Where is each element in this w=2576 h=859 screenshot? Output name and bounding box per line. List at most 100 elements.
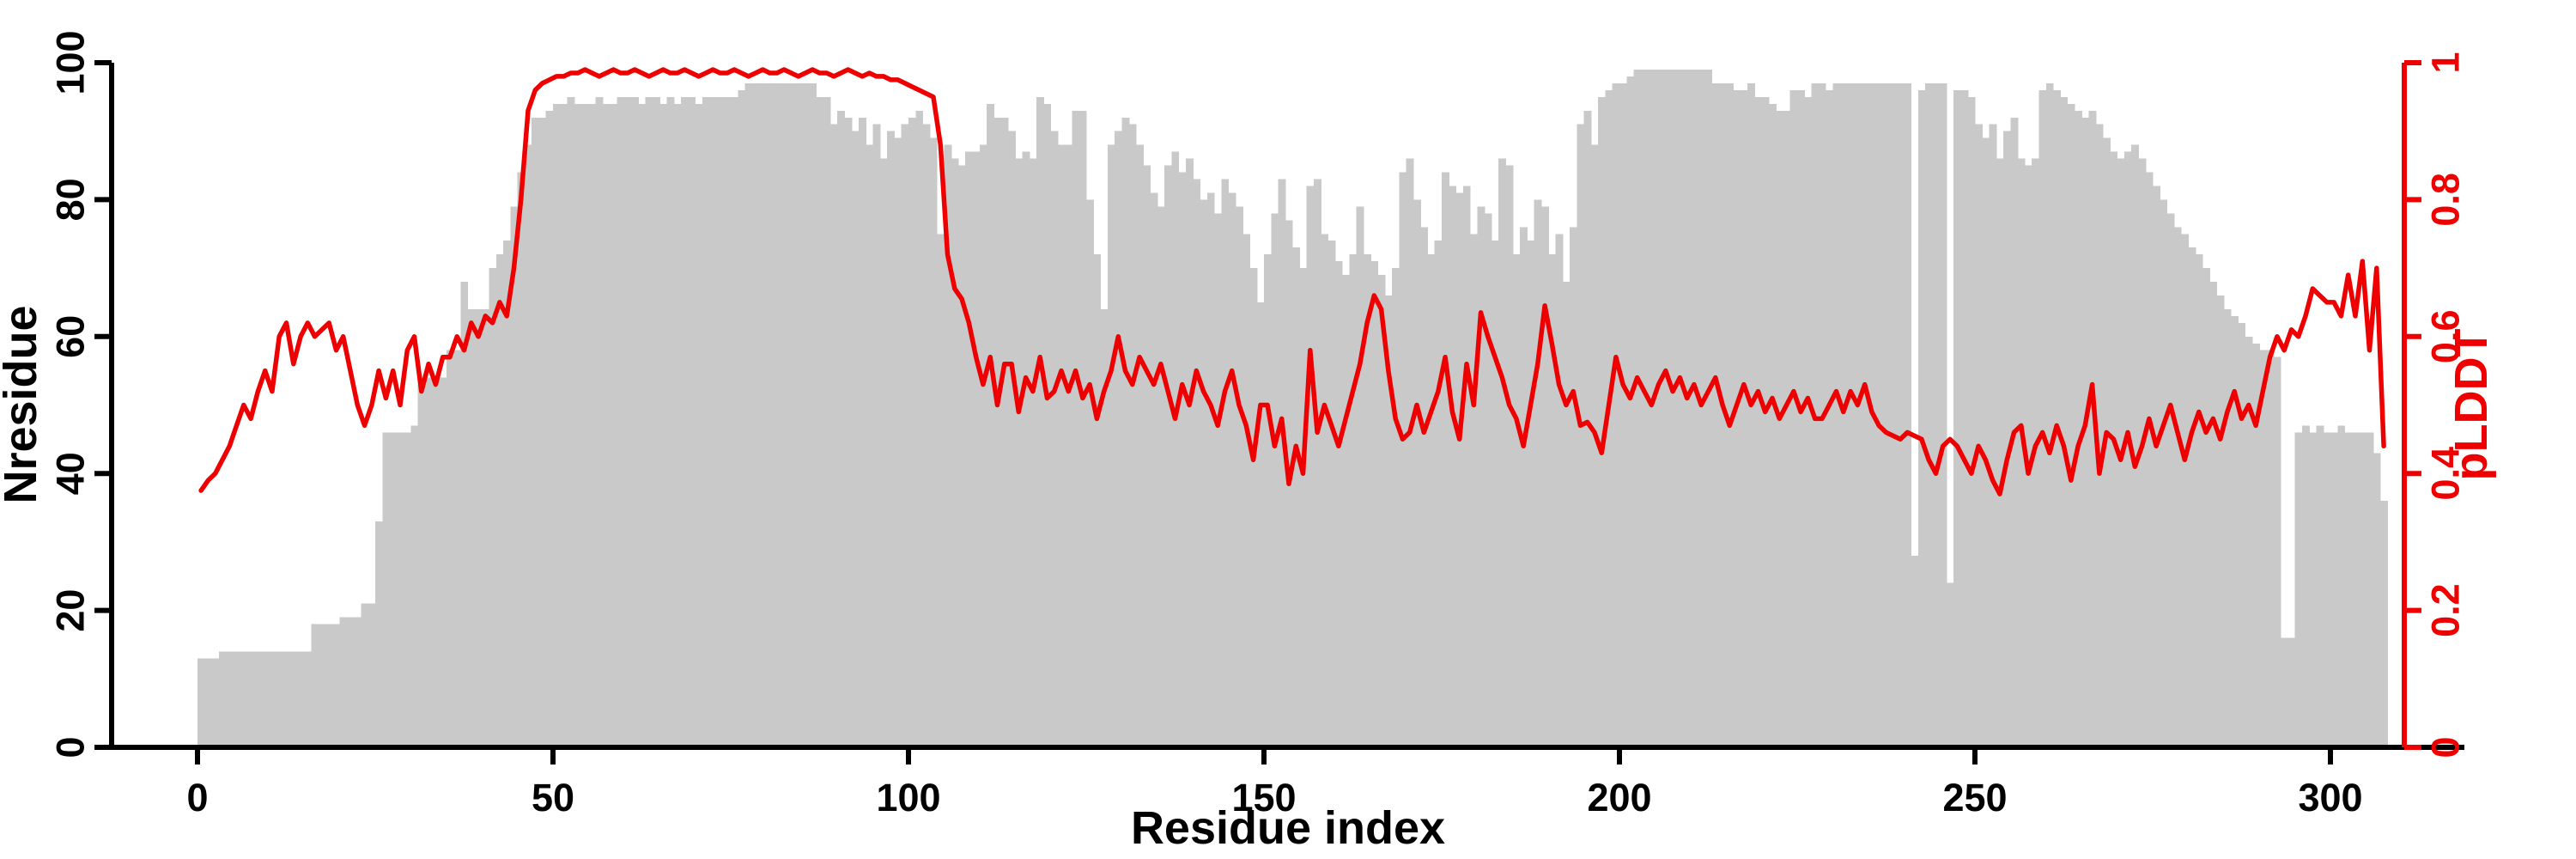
x-tick-label-250: 250	[1942, 776, 2007, 819]
nresidue-bar	[1242, 234, 1251, 747]
nresidue-bar	[1399, 172, 1407, 747]
nresidue-bar	[2188, 247, 2196, 747]
left-tick-label-80: 80	[49, 178, 93, 221]
right-tick-label-0.4: 0.4	[2424, 447, 2468, 501]
nresidue-bar	[1967, 96, 1976, 748]
nresidue-bar	[1726, 82, 1735, 747]
nresidue-bar	[1157, 206, 1165, 747]
right-y-axis-ticks: 0 0.2 0.4 0.6 0.8 1	[2404, 52, 2468, 758]
nresidue-bar	[2259, 350, 2268, 747]
nresidue-bar	[759, 82, 767, 747]
nresidue-bar	[809, 82, 817, 747]
nresidue-bar	[545, 110, 554, 748]
plddt-line	[198, 67, 2386, 497]
nresidue-bar	[944, 144, 952, 747]
nresidue-bar	[602, 103, 611, 747]
nresidue-bar	[474, 308, 483, 747]
nresidue-bar	[1797, 89, 1805, 747]
nresidue-bar	[2160, 199, 2168, 747]
nresidue-bar	[404, 432, 411, 747]
nresidue-bar	[1904, 82, 1912, 747]
nresidue-bar	[751, 82, 760, 747]
nresidue-bar	[254, 651, 263, 747]
x-tick-label-300: 300	[2298, 776, 2362, 819]
nresidue-bar	[567, 96, 575, 748]
nresidue-bar	[1512, 254, 1521, 747]
nresidue-bar	[1754, 96, 1763, 748]
right-tick-label-0: 0	[2424, 736, 2468, 758]
nresidue-bar	[1598, 96, 1607, 748]
nresidue-bar	[766, 82, 775, 747]
nresidue-bar	[794, 82, 803, 747]
nresidue-bar	[332, 624, 341, 747]
nresidue-bar	[1704, 69, 1713, 748]
nresidue-bar	[1498, 158, 1507, 747]
nresidue-bar	[2095, 124, 2104, 748]
x-tick-label-150: 150	[1231, 776, 1296, 819]
nresidue-bar	[2110, 151, 2118, 748]
x-tick-label-0: 0	[186, 776, 208, 819]
nresidue-bar	[1434, 241, 1443, 748]
nresidue-bar	[354, 617, 362, 747]
nresidue-bar	[979, 144, 987, 747]
nresidue-bar	[588, 103, 597, 747]
nresidue-bar	[801, 82, 810, 747]
right-tick-label-0.6: 0.6	[2424, 310, 2468, 364]
nresidue-bar	[289, 651, 298, 747]
nresidue-bar	[2323, 432, 2331, 747]
nresidue-bar	[439, 377, 447, 747]
nresidue-bar	[2273, 356, 2281, 747]
nresidue-bar	[226, 651, 234, 747]
nresidue-bar	[574, 103, 582, 747]
nresidue-bar	[2379, 501, 2388, 747]
nresidue-bar	[623, 96, 632, 748]
nresidue-bar	[681, 96, 689, 748]
nresidue-bar	[2038, 89, 2047, 747]
nresidue-bar	[2209, 282, 2218, 747]
nresidue-bar	[1164, 165, 1172, 748]
nresidue-bar	[666, 96, 675, 748]
nresidue-bar	[432, 377, 440, 747]
nresidue-bar	[1271, 213, 1279, 748]
nresidue-bar	[1491, 241, 1499, 748]
nresidue-bar	[894, 137, 902, 748]
nresidue-bar	[1306, 186, 1315, 747]
nresidue-bar	[1115, 131, 1122, 747]
nresidue-bar	[1690, 69, 1698, 748]
left-y-axis-title: Nresidue	[0, 305, 46, 503]
nresidue-bar	[396, 432, 404, 747]
nresidue-bar	[581, 103, 589, 747]
nresidue-bar	[1128, 124, 1137, 748]
nresidue-bar	[1470, 234, 1478, 747]
nresidue-bar	[503, 241, 511, 748]
nresidue-bar	[2195, 254, 2203, 747]
nresidue-bar	[1583, 110, 1592, 748]
nresidue-bar	[1135, 144, 1144, 747]
nresidue-bar	[1562, 282, 1571, 747]
nresidue-bar	[709, 96, 718, 748]
nresidue-bar	[1846, 82, 1855, 747]
nresidue-bar	[1668, 69, 1677, 748]
nresidue-bar	[296, 651, 305, 747]
nresidue-bar	[1761, 96, 1770, 748]
nresidue-bar	[1776, 110, 1784, 748]
nresidue-bar	[2344, 432, 2353, 747]
nresidue-bar	[731, 96, 738, 748]
nresidue-bar	[1278, 179, 1286, 748]
nresidue-bar	[2123, 151, 2132, 748]
nresidue-bar	[2053, 89, 2061, 747]
nresidue-bar	[887, 131, 896, 747]
nresidue-bar	[2251, 343, 2260, 747]
nresidue-bar	[829, 124, 838, 748]
nresidue-bar	[1256, 302, 1265, 747]
nresidue-bar	[532, 117, 540, 747]
nresidue-bar	[2266, 350, 2275, 747]
nresidue-bar	[1072, 110, 1080, 748]
nresidue-bar	[1861, 82, 1869, 747]
nresidue-bar	[723, 96, 732, 748]
nresidue-bar	[446, 350, 454, 747]
nresidue-bar	[325, 624, 333, 747]
nresidue-bar	[261, 651, 270, 747]
